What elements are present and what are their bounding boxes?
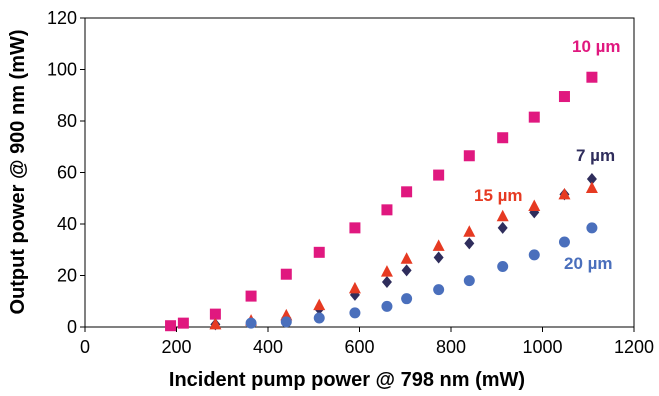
series-15um-point bbox=[432, 239, 445, 251]
y-tick-label: 80 bbox=[57, 111, 77, 131]
series-20um-point bbox=[528, 249, 540, 261]
series-20um-point bbox=[401, 293, 413, 305]
data-marks bbox=[165, 71, 598, 332]
x-tick-label: 400 bbox=[253, 337, 283, 357]
series-7um-point bbox=[464, 237, 475, 250]
y-axis-title: Output power @ 900 nm (mW) bbox=[7, 29, 29, 314]
series-15um-point bbox=[348, 281, 361, 294]
series-20um-point bbox=[433, 284, 445, 296]
series-7um-point bbox=[586, 172, 597, 185]
series-15um-point bbox=[496, 209, 509, 222]
y-tick-label: 40 bbox=[57, 214, 77, 234]
series-label: 15 µm bbox=[474, 186, 523, 205]
y-tick-label: 120 bbox=[47, 8, 77, 28]
series-15um-point bbox=[463, 225, 476, 237]
series-label: 7 µm bbox=[576, 146, 615, 165]
series-10um-point bbox=[528, 111, 540, 123]
series-7um-point bbox=[381, 275, 392, 288]
y-tick-label: 0 bbox=[67, 317, 77, 337]
series-10um-point bbox=[497, 132, 509, 144]
y-axis-ticks: 0 20 40 60 80 100 120 bbox=[47, 8, 85, 337]
series-15um-point bbox=[585, 181, 598, 193]
series-7um-point bbox=[401, 264, 412, 277]
x-tick-label: 1200 bbox=[614, 337, 654, 357]
series-15um-point bbox=[400, 252, 413, 264]
series-10um-point bbox=[245, 290, 257, 302]
series-10um-point bbox=[177, 317, 189, 329]
x-tick-label: 600 bbox=[344, 337, 374, 357]
x-tick-label: 0 bbox=[80, 337, 90, 357]
series-20um-point bbox=[313, 312, 325, 324]
series-20um-point bbox=[381, 300, 393, 312]
series-15um-point bbox=[313, 298, 326, 311]
series-label: 20 µm bbox=[564, 254, 613, 273]
series-7um-point bbox=[497, 221, 508, 234]
series-10um-point bbox=[463, 150, 475, 162]
series-20um-point bbox=[463, 275, 475, 287]
series-15um-point bbox=[558, 187, 571, 200]
series-10um-point bbox=[586, 71, 598, 83]
series-10um-point bbox=[433, 169, 445, 181]
series-15um-point bbox=[380, 265, 393, 277]
series-7um-point bbox=[433, 251, 444, 264]
series-10um-point bbox=[558, 91, 570, 103]
series-10um-point bbox=[313, 246, 325, 258]
series-20um-point bbox=[245, 317, 257, 329]
y-tick-label: 100 bbox=[47, 60, 77, 80]
series-20um-point bbox=[349, 307, 361, 319]
x-axis-title: Incident pump power @ 798 nm (mW) bbox=[169, 369, 525, 391]
series-10um-point bbox=[349, 222, 361, 234]
series-labels: 10 µm 7 µm 15 µm 20 µm bbox=[474, 37, 621, 273]
series-10um-point bbox=[280, 268, 292, 280]
x-axis-ticks: 0 200 400 600 800 1000 1200 bbox=[80, 327, 654, 357]
series-10um-point bbox=[401, 186, 413, 198]
series-20um-point bbox=[586, 222, 598, 234]
series-15um-point bbox=[209, 317, 222, 330]
plot-area bbox=[84, 17, 635, 328]
x-tick-label: 200 bbox=[161, 337, 191, 357]
series-10um-point bbox=[381, 204, 393, 216]
y-tick-label: 20 bbox=[57, 266, 77, 286]
series-15um-point bbox=[528, 199, 541, 211]
series-10um-point bbox=[209, 308, 221, 320]
x-tick-label: 800 bbox=[436, 337, 466, 357]
series-20um-point bbox=[497, 260, 509, 272]
x-tick-label: 1000 bbox=[522, 337, 562, 357]
y-tick-label: 60 bbox=[57, 163, 77, 183]
series-10um-point bbox=[165, 320, 177, 332]
series-20um-point bbox=[558, 236, 570, 248]
series-label: 10 µm bbox=[572, 37, 621, 56]
series-20um-point bbox=[280, 316, 292, 328]
